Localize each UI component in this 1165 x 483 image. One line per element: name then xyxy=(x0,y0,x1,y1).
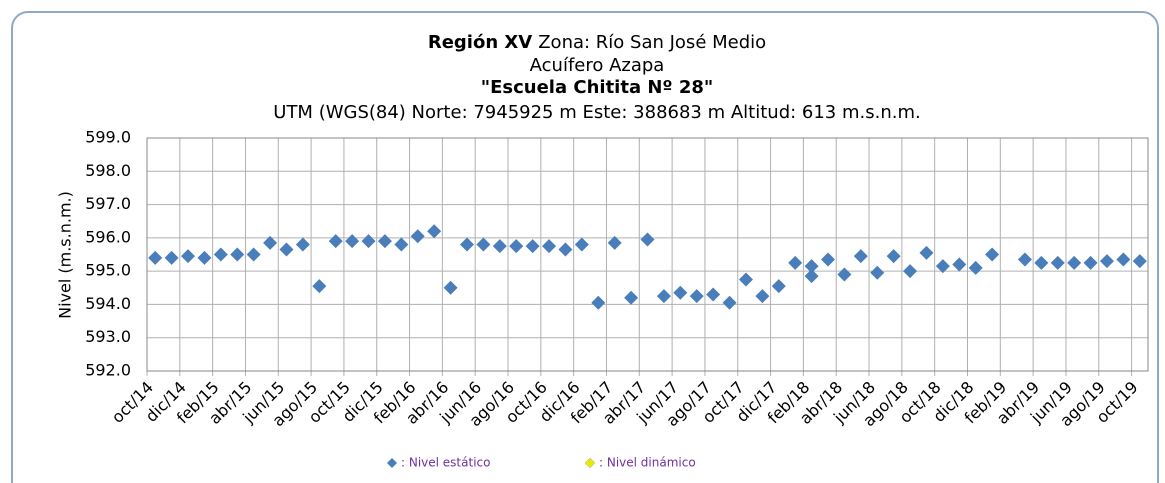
data-point xyxy=(919,245,934,260)
y-tick-label: 599.0 xyxy=(85,128,131,147)
data-point xyxy=(640,232,655,247)
data-point xyxy=(213,247,228,262)
data-point xyxy=(755,289,770,304)
plot-area xyxy=(147,138,1148,371)
y-tick-label: 594.0 xyxy=(85,294,131,313)
data-point xyxy=(394,237,409,252)
y-tick-label: 593.0 xyxy=(85,327,131,346)
y-tick-label: 592.0 xyxy=(85,361,131,380)
data-point xyxy=(804,259,819,274)
data-point xyxy=(345,234,360,249)
data-point xyxy=(279,242,294,257)
location: UTM (WGS(84) Norte: 7945925 m Este: 3886… xyxy=(273,102,920,123)
data-point xyxy=(591,295,606,310)
data-point xyxy=(525,239,540,254)
data-point xyxy=(328,234,343,249)
title-bold: Región XV xyxy=(428,32,532,53)
station: "Escuela Chitita Nº 28" xyxy=(481,77,714,98)
data-point xyxy=(689,289,704,304)
data-point xyxy=(410,229,425,244)
subtitle: Acuífero Azapa xyxy=(530,55,665,76)
plot-border xyxy=(146,137,1149,372)
data-point xyxy=(722,295,737,310)
legend-label: : Nivel dinámico xyxy=(599,456,696,470)
data-point xyxy=(771,279,786,294)
legend-marker xyxy=(584,457,596,469)
data-point xyxy=(1083,255,1098,270)
data-point xyxy=(804,269,819,284)
legend-label: : Nivel estático xyxy=(401,456,490,470)
data-point xyxy=(821,252,836,267)
legend-marker xyxy=(387,458,397,468)
data-point xyxy=(427,224,442,239)
data-point xyxy=(574,237,589,252)
data-point xyxy=(295,237,310,252)
data-point xyxy=(476,237,491,252)
data-point xyxy=(361,234,376,249)
chart-title: Región XV Zona: Río San José Medio xyxy=(428,32,766,53)
data-point xyxy=(968,260,983,275)
data-point xyxy=(197,250,212,265)
data-point xyxy=(181,249,196,264)
data-point xyxy=(230,247,245,262)
data-point xyxy=(738,272,753,287)
data-point xyxy=(935,259,950,274)
y-tick-label: 598.0 xyxy=(85,161,131,180)
data-point xyxy=(1099,254,1114,269)
data-point xyxy=(837,267,852,282)
data-point xyxy=(1050,255,1065,270)
data-point xyxy=(903,264,918,279)
data-point xyxy=(853,249,868,264)
data-point xyxy=(509,239,524,254)
data-point xyxy=(492,239,507,254)
data-point xyxy=(1116,252,1131,267)
data-point xyxy=(558,242,573,257)
data-point xyxy=(1067,255,1082,270)
data-point xyxy=(673,285,688,300)
y-axis-label: Nivel (m.s.n.m.) xyxy=(56,191,75,319)
data-point xyxy=(148,250,163,265)
data-point xyxy=(246,247,261,262)
data-point xyxy=(312,279,327,294)
data-point xyxy=(443,280,458,295)
title-rest: Zona: Río San José Medio xyxy=(538,32,766,53)
data-point xyxy=(788,255,803,270)
data-point xyxy=(886,249,901,264)
y-tick-label: 596.0 xyxy=(85,227,131,246)
data-point xyxy=(624,290,639,305)
data-point xyxy=(542,239,557,254)
data-point xyxy=(870,265,885,280)
data-point xyxy=(459,237,474,252)
data-point xyxy=(1132,254,1147,269)
data-point xyxy=(263,235,278,250)
y-tick-label: 597.0 xyxy=(85,194,131,213)
data-point xyxy=(164,250,179,265)
data-point xyxy=(706,287,721,302)
data-point xyxy=(377,234,392,249)
data-point xyxy=(607,235,622,250)
data-point xyxy=(1034,255,1049,270)
data-point xyxy=(985,247,1000,262)
data-point xyxy=(656,289,671,304)
y-tick-label: 595.0 xyxy=(85,261,131,280)
data-point xyxy=(952,257,967,272)
data-point xyxy=(1017,252,1032,267)
